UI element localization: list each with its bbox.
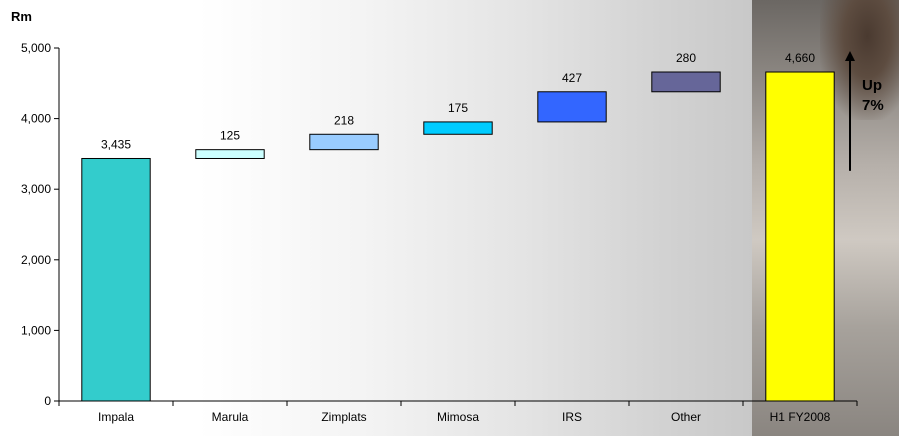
y-tick-label: 1,000 [21, 323, 51, 337]
bar-irs [537, 91, 607, 123]
data-label: 4,660 [785, 51, 815, 65]
x-tick-label: Zimplats [321, 410, 366, 424]
x-tick-label: Mimosa [437, 410, 479, 424]
x-tick-label: Impala [98, 410, 134, 424]
bar-mimosa [423, 121, 493, 135]
y-tick-label: 5,000 [21, 41, 51, 55]
x-tick-label: Other [671, 410, 701, 424]
bar-impala [81, 157, 151, 402]
growth-annotation-line2: 7% [862, 97, 884, 114]
growth-annotation-line1: Up [862, 77, 882, 94]
x-tick-label: H1 FY2008 [770, 410, 831, 424]
data-label: 125 [220, 129, 240, 143]
growth-arrow-head [845, 50, 855, 61]
bar-h1-fy2008 [765, 71, 835, 402]
data-label: 427 [562, 71, 582, 85]
y-tick-label: 3,000 [21, 182, 51, 196]
growth-annotation: Up 7% [862, 76, 884, 116]
x-tick-label: IRS [562, 410, 582, 424]
bar-marula [195, 149, 265, 159]
data-label: 175 [448, 101, 468, 115]
y-tick-label: 0 [44, 394, 51, 408]
bar-other [651, 71, 721, 93]
y-tick-label: 2,000 [21, 253, 51, 267]
data-label: 218 [334, 113, 354, 127]
y-tick-label: 4,000 [21, 112, 51, 126]
data-label: 3,435 [101, 137, 131, 151]
data-label: 280 [676, 51, 696, 65]
bar-zimplats [309, 133, 379, 151]
y-axis-unit-label: Rm [11, 9, 32, 24]
x-tick-label: Marula [212, 410, 249, 424]
